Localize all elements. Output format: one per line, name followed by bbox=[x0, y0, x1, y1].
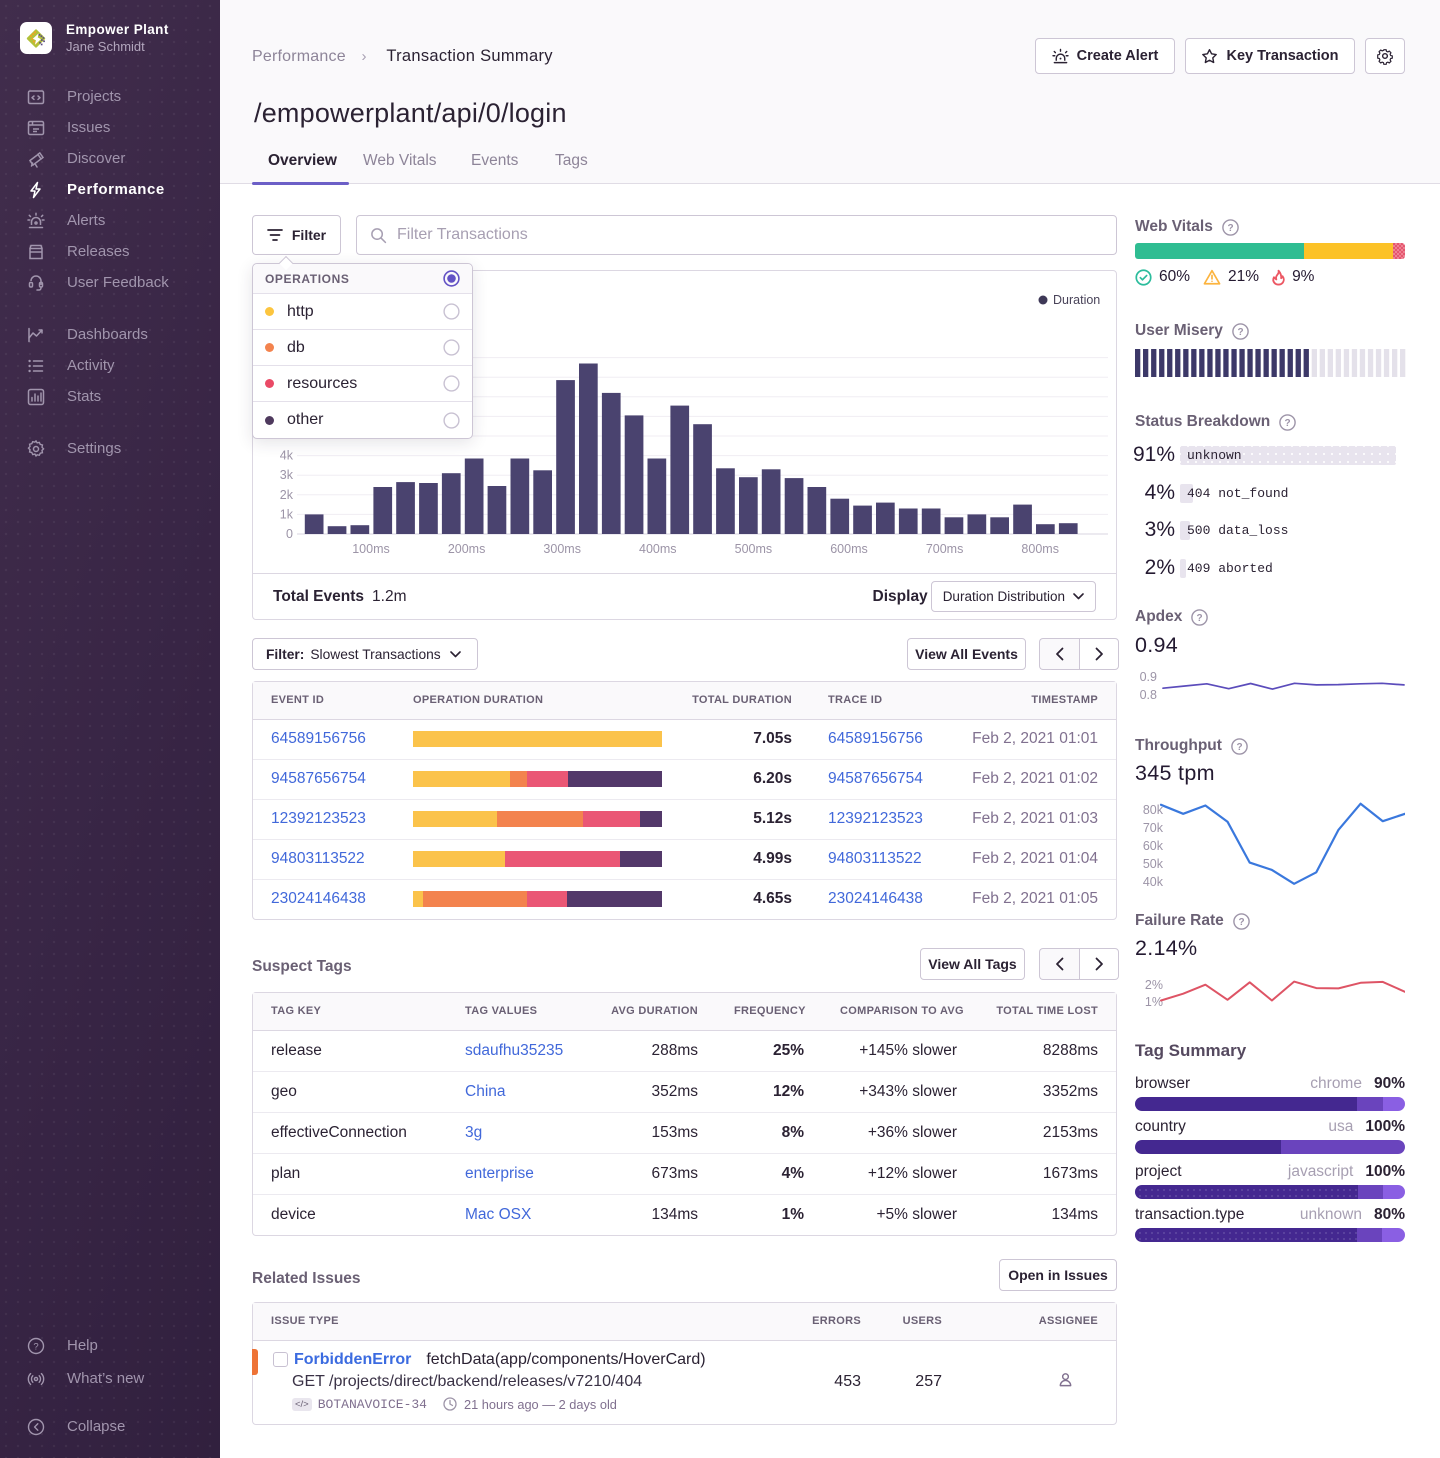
svg-text:3k: 3k bbox=[280, 468, 294, 482]
svg-text:800ms: 800ms bbox=[1021, 542, 1059, 556]
svg-text:200ms: 200ms bbox=[448, 542, 486, 556]
svg-text:0.9: 0.9 bbox=[1140, 670, 1157, 684]
svg-text:500ms: 500ms bbox=[735, 542, 773, 556]
svg-text:40k: 40k bbox=[1143, 875, 1164, 889]
svg-text:100ms: 100ms bbox=[352, 542, 390, 556]
svg-text:70k: 70k bbox=[1143, 821, 1164, 835]
svg-text:300ms: 300ms bbox=[543, 542, 581, 556]
svg-text:50k: 50k bbox=[1143, 857, 1164, 871]
svg-text:700ms: 700ms bbox=[926, 542, 964, 556]
svg-text:60k: 60k bbox=[1143, 839, 1164, 853]
svg-text:2k: 2k bbox=[280, 488, 294, 502]
svg-text:?: ? bbox=[33, 1341, 38, 1352]
svg-text:2%: 2% bbox=[1145, 978, 1163, 992]
svg-text:80k: 80k bbox=[1143, 803, 1164, 817]
svg-text:?: ? bbox=[1238, 917, 1244, 928]
svg-text:?: ? bbox=[1236, 742, 1242, 753]
svg-text:?: ? bbox=[1237, 327, 1243, 338]
svg-text:Duration: Duration bbox=[1053, 293, 1100, 307]
svg-text:400ms: 400ms bbox=[639, 542, 677, 556]
svg-text:?: ? bbox=[1197, 613, 1203, 624]
svg-text:0.8: 0.8 bbox=[1140, 688, 1157, 702]
svg-text:1%: 1% bbox=[1145, 995, 1163, 1009]
svg-text:?: ? bbox=[1227, 223, 1233, 234]
svg-text:1k: 1k bbox=[280, 507, 294, 521]
svg-text:600ms: 600ms bbox=[830, 542, 868, 556]
svg-text:0: 0 bbox=[286, 527, 293, 541]
svg-text:4k: 4k bbox=[280, 449, 294, 463]
svg-text:?: ? bbox=[1285, 418, 1291, 429]
